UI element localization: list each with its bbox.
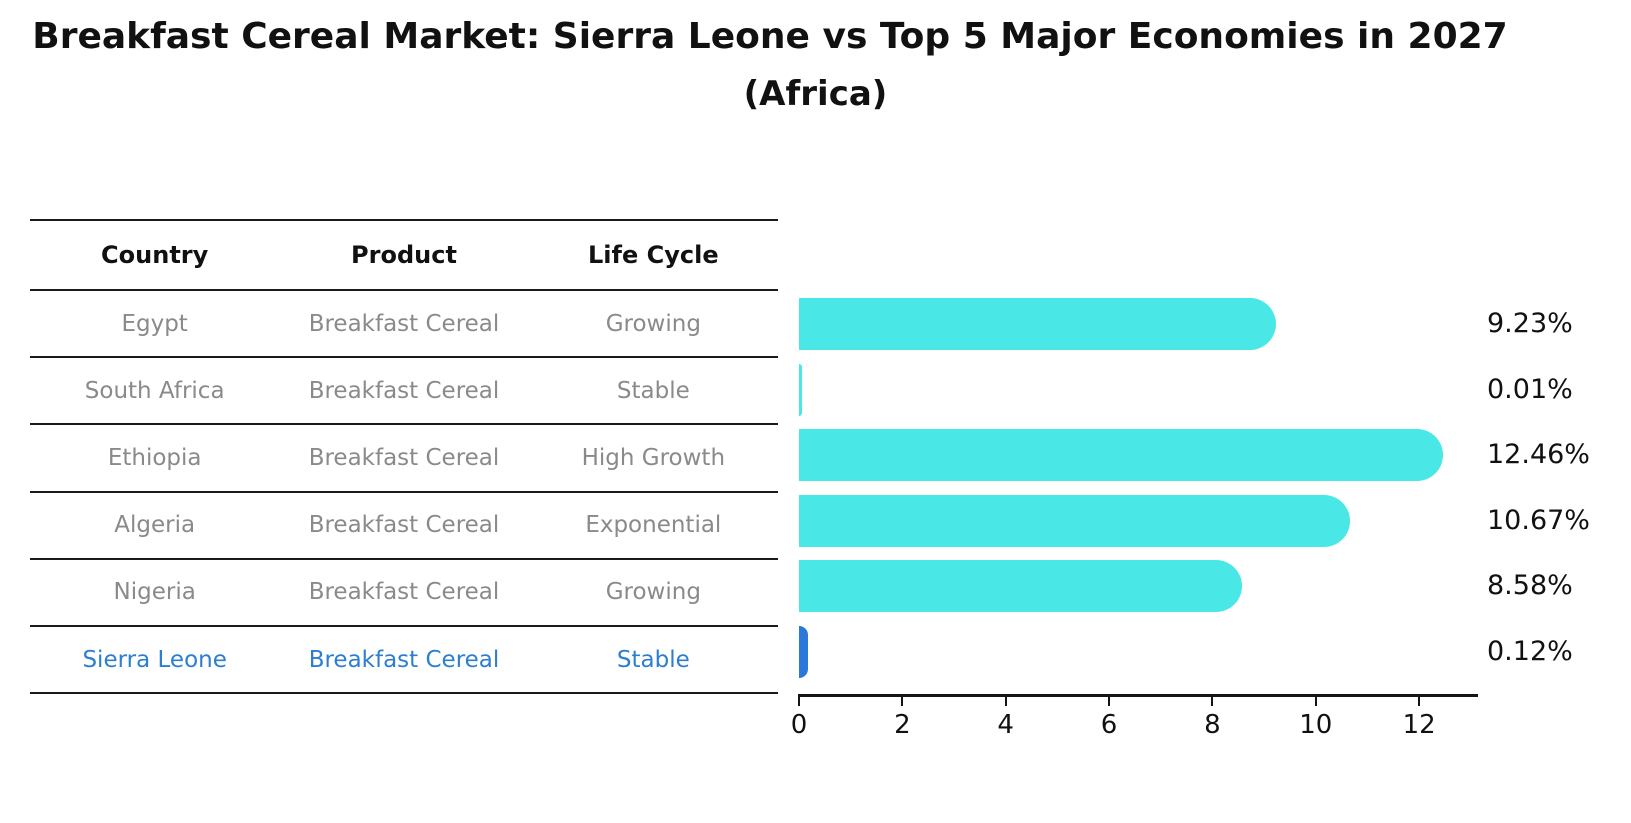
table-row: Ethiopia Breakfast Cereal High Growth bbox=[30, 425, 778, 493]
header-life-cycle: Life Cycle bbox=[588, 241, 719, 269]
x-axis-tick bbox=[1314, 697, 1317, 706]
x-axis-line bbox=[798, 694, 1478, 697]
value-label: 0.01% bbox=[1487, 373, 1573, 405]
chart-title: Breakfast Cereal Market: Sierra Leone vs… bbox=[32, 16, 1508, 57]
cell-product: Breakfast Cereal bbox=[308, 377, 500, 404]
cell-country: Algeria bbox=[114, 512, 196, 539]
cell-product: Breakfast Cereal bbox=[308, 512, 500, 539]
cell-country: South Africa bbox=[84, 377, 225, 404]
cell-life-cycle: High Growth bbox=[581, 444, 726, 471]
cell-country: Egypt bbox=[121, 310, 188, 337]
bar-nigeria bbox=[799, 560, 1243, 612]
cell-life-cycle: Stable bbox=[616, 377, 690, 404]
value-label: 0.12% bbox=[1487, 635, 1573, 667]
x-axis-tick-label: 2 bbox=[894, 710, 911, 740]
bar-south-africa bbox=[799, 363, 802, 416]
x-axis-tick bbox=[798, 697, 800, 706]
x-axis-tick bbox=[1418, 697, 1421, 706]
table-body: Egypt Breakfast Cereal Growing South Africa… bbox=[30, 291, 778, 695]
table-row: Algeria Breakfast Cereal Exponential bbox=[30, 493, 778, 560]
x-axis-tick-label: 10 bbox=[1299, 710, 1333, 740]
cell-life-cycle: Growing bbox=[605, 579, 701, 606]
bar-sierra-leone bbox=[799, 625, 808, 678]
cell-life-cycle: Exponential bbox=[585, 512, 722, 539]
cell-life-cycle: Stable bbox=[616, 646, 690, 673]
value-label: 10.67% bbox=[1487, 504, 1590, 536]
x-axis-tick-label: 4 bbox=[997, 710, 1014, 740]
x-axis-tick-label: 8 bbox=[1204, 710, 1221, 740]
x-axis-tick-label: 6 bbox=[1100, 710, 1118, 740]
table-header-row: Country Product Life Cycle bbox=[30, 221, 778, 291]
value-label: 9.23% bbox=[1487, 308, 1573, 339]
x-axis-tick-label: 12 bbox=[1402, 710, 1436, 740]
value-label: 8.58% bbox=[1487, 570, 1573, 601]
data-table: Country Product Life Cycle Egypt Breakfas… bbox=[30, 219, 778, 695]
x-axis-tick bbox=[1108, 697, 1111, 706]
bar-ethiopia bbox=[799, 429, 1443, 481]
bar-chart: 9.23% 0.01% 12.46% 10.67% 8.58% 0.12% 0 2 4 6 8 10 1… bbox=[791, 280, 1590, 770]
value-label: 12.46% bbox=[1487, 439, 1590, 470]
cell-product: Breakfast Cereal bbox=[308, 310, 500, 337]
table-row: Sierra Leone Breakfast Cereal Stable bbox=[30, 627, 778, 695]
header-product: Product bbox=[351, 241, 457, 269]
cell-product: Breakfast Cereal bbox=[308, 646, 500, 673]
x-axis-tick bbox=[901, 697, 904, 706]
x-axis-tick bbox=[1211, 697, 1214, 706]
cell-life-cycle: Growing bbox=[605, 310, 701, 337]
table-row: Egypt Breakfast Cereal Growing bbox=[30, 291, 778, 359]
bar-algeria bbox=[799, 494, 1351, 547]
chart-subtitle: (Africa) bbox=[743, 74, 888, 114]
x-axis-tick bbox=[1004, 697, 1007, 706]
cell-country: Nigeria bbox=[113, 579, 196, 606]
bar-egypt bbox=[799, 298, 1276, 350]
header-country: Country bbox=[101, 241, 209, 269]
cell-product: Breakfast Cereal bbox=[308, 444, 500, 471]
cell-product: Breakfast Cereal bbox=[308, 579, 500, 606]
table-row: South Africa Breakfast Cereal Stable bbox=[30, 358, 778, 426]
x-axis-tick-label: 0 bbox=[790, 710, 808, 740]
cell-country: Ethiopia bbox=[107, 444, 202, 471]
table-row: Nigeria Breakfast Cereal Growing bbox=[30, 560, 778, 627]
cell-country: Sierra Leone bbox=[82, 646, 227, 673]
